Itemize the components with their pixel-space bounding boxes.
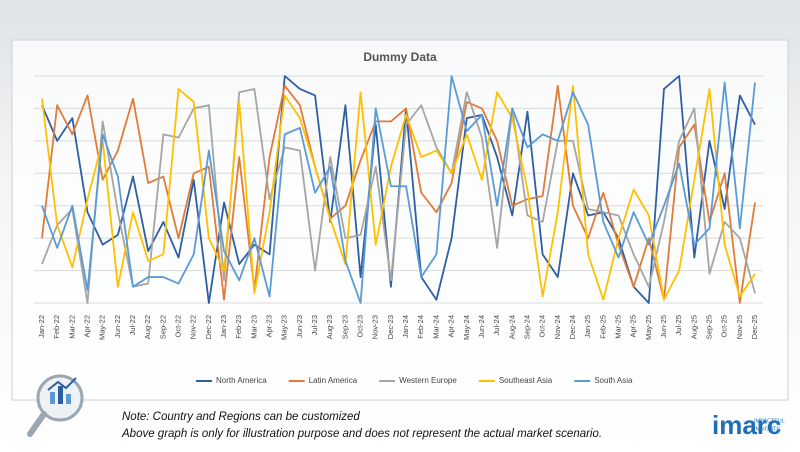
- x-tick-label: Jun-25: [659, 315, 668, 338]
- x-tick-label: Feb-23: [234, 315, 243, 339]
- legend-label: Latin America: [309, 376, 358, 385]
- chart-title: Dummy Data: [363, 50, 437, 64]
- x-tick-label: Nov-23: [371, 315, 380, 339]
- x-tick-label: Mar-22: [67, 315, 76, 339]
- magnifier-icon: [27, 374, 84, 437]
- x-tick-label: Jan-23: [219, 315, 228, 338]
- x-tick-label: Oct-25: [720, 315, 729, 338]
- x-tick-label: Apr-25: [629, 315, 638, 338]
- x-tick-label: Jun-22: [113, 315, 122, 338]
- x-tick-label: Jun-24: [477, 315, 486, 338]
- x-tick-label: Oct-22: [174, 315, 183, 338]
- x-tick-label: Mar-25: [613, 315, 622, 339]
- x-tick-label: Jul-22: [128, 315, 137, 335]
- x-tick-label: Oct-24: [538, 315, 547, 338]
- note: Note: Country and Regions can be customi…: [122, 411, 360, 423]
- x-tick-label: Jan-24: [401, 315, 410, 338]
- x-tick-label: Jul-24: [492, 315, 501, 335]
- logo-tagline: INSIGHTS: [754, 426, 780, 432]
- x-tick-label: May-22: [98, 315, 107, 340]
- x-tick-label: Nov-24: [553, 315, 562, 339]
- line-series: [41, 84, 756, 301]
- x-tick-label: Aug-23: [325, 315, 334, 339]
- x-tick-label: Apr-24: [447, 315, 456, 338]
- x-tick-label: May-24: [462, 315, 471, 340]
- x-tick-label: Jul-25: [674, 315, 683, 335]
- x-tick-label: Feb-25: [598, 315, 607, 339]
- x-tick-label: Mar-24: [431, 315, 440, 339]
- x-tick-label: Sep-24: [522, 315, 531, 339]
- logo-name: imarc: [712, 410, 781, 440]
- x-tick-label: Jul-23: [310, 315, 319, 335]
- x-tick-label: Jan-22: [37, 315, 46, 338]
- x-tick-label: Feb-24: [416, 315, 425, 339]
- x-tick-label: Sep-23: [340, 315, 349, 339]
- x-tick-label: Mar-23: [249, 315, 258, 339]
- x-tick-label: Dec-23: [386, 315, 395, 339]
- x-tick-label: Dec-24: [568, 315, 577, 339]
- line-series: [41, 84, 756, 304]
- line-series: [41, 75, 756, 304]
- legend-label: North America: [216, 376, 267, 385]
- x-tick-label: Sep-25: [704, 315, 713, 339]
- x-tick-label: May-23: [280, 315, 289, 340]
- x-tick-label: Sep-22: [158, 315, 167, 339]
- x-tick-label: Feb-22: [52, 315, 61, 339]
- legend-label: Western Europe: [399, 376, 457, 385]
- note: Above graph is only for illustration pur…: [122, 428, 603, 440]
- x-tick-label: Nov-25: [735, 315, 744, 339]
- x-tick-label: Aug-25: [689, 315, 698, 339]
- x-tick-label: Apr-23: [265, 315, 274, 338]
- x-tick-label: Oct-23: [356, 315, 365, 338]
- x-tick-label: Apr-22: [82, 315, 91, 338]
- x-tick-label: Jun-23: [295, 315, 304, 338]
- x-tick-label: Aug-24: [507, 315, 516, 339]
- line-series: [41, 88, 756, 304]
- x-tick-label: Dec-22: [204, 315, 213, 339]
- x-tick-label: Nov-22: [189, 315, 198, 339]
- x-tick-label: Aug-22: [143, 315, 152, 339]
- x-tick-label: May-25: [644, 315, 653, 340]
- legend-label: Southeast Asia: [499, 376, 553, 385]
- legend-label: South Asia: [594, 376, 633, 385]
- logo-tagline: IMPACTFUL: [754, 418, 785, 424]
- x-tick-label: Jan-25: [583, 315, 592, 338]
- x-tick-label: Dec-25: [750, 315, 759, 339]
